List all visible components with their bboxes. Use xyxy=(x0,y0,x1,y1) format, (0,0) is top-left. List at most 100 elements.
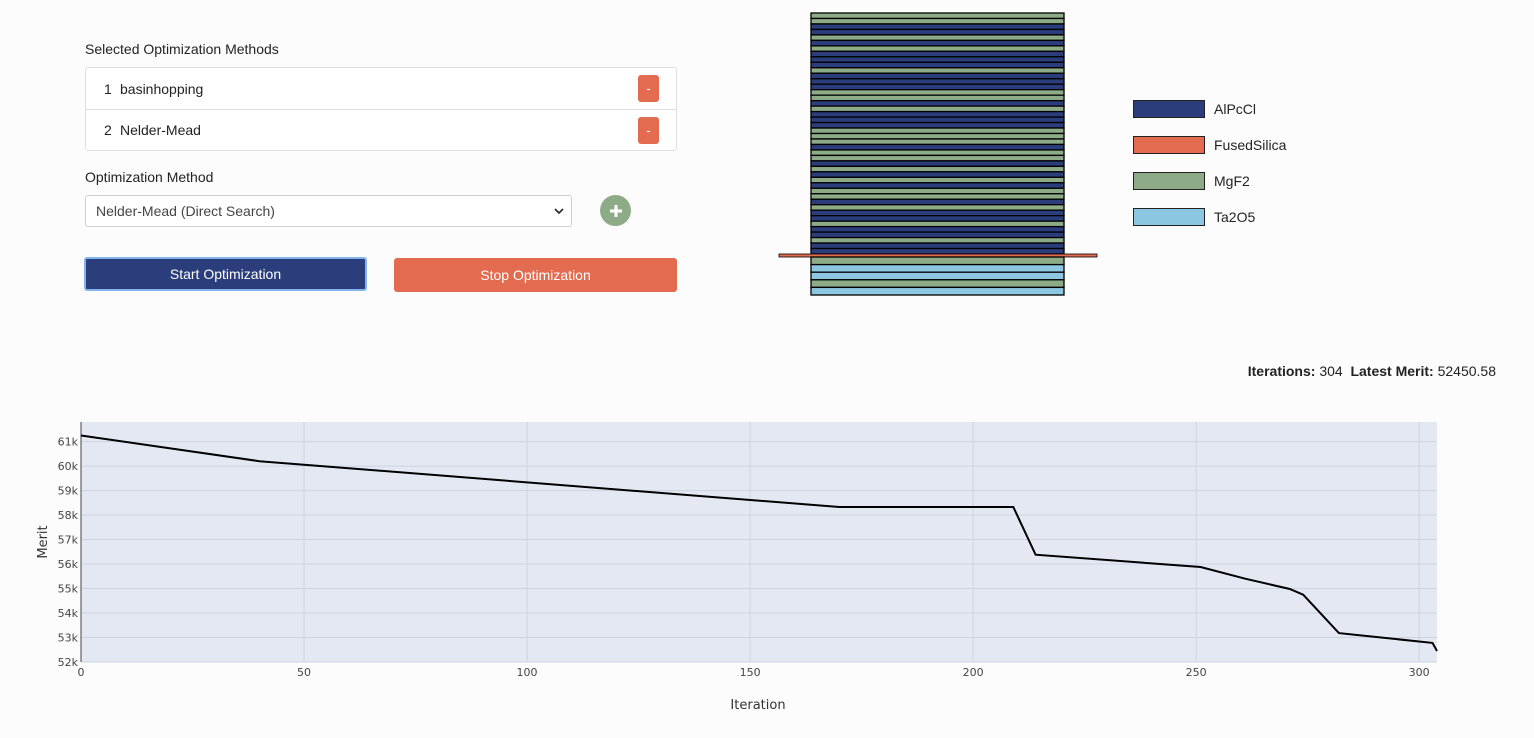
layer-band xyxy=(810,132,1065,140)
layer-band xyxy=(810,110,1065,118)
layer-band xyxy=(810,271,1065,281)
layer-band xyxy=(810,138,1065,146)
layer-band xyxy=(810,263,1065,273)
legend-item: Ta2O5 xyxy=(1133,199,1286,235)
legend-item: MgF2 xyxy=(1133,163,1286,199)
layer-band xyxy=(810,116,1065,124)
layer-band xyxy=(810,121,1065,129)
layer-band xyxy=(810,242,1065,250)
layer-band xyxy=(810,176,1065,184)
x-tick-label: 0 xyxy=(78,666,85,679)
method-index: 2 xyxy=(104,122,112,138)
layer-band xyxy=(810,209,1065,217)
legend-item: FusedSilica xyxy=(1133,127,1286,163)
layer-band xyxy=(810,56,1065,63)
y-tick-label: 60k xyxy=(58,460,79,473)
x-tick-label: 50 xyxy=(297,666,311,679)
list-item: 1 basinhopping - xyxy=(86,68,676,109)
layer-band xyxy=(810,28,1065,36)
layer-band xyxy=(810,256,1065,266)
legend-swatch xyxy=(1133,136,1205,154)
layer-band xyxy=(810,17,1065,25)
y-tick-label: 53k xyxy=(58,632,79,645)
layer-band xyxy=(810,23,1065,31)
chevron-down-icon xyxy=(554,208,564,215)
y-tick-label: 61k xyxy=(58,436,79,449)
merit-chart: 0 50 100 150 200 250 300 52k 53k 54k 55k 56k 57k 58k 5… xyxy=(36,422,1438,713)
layer-band xyxy=(810,165,1065,173)
method-name: Nelder-Mead xyxy=(120,122,201,138)
layer-band xyxy=(810,187,1065,195)
iterations-label: Iterations: xyxy=(1247,363,1316,379)
layer-band xyxy=(810,236,1065,244)
plot-area xyxy=(81,422,1437,662)
layer-band xyxy=(810,89,1065,96)
layer-band xyxy=(810,182,1065,189)
layer-band xyxy=(810,39,1065,47)
stop-optimization-button[interactable]: Stop Optimization xyxy=(394,258,677,292)
material-legend: AlPcCl FusedSilica MgF2 Ta2O5 xyxy=(1133,100,1286,235)
y-tick-label: 56k xyxy=(58,558,79,571)
layer-band xyxy=(810,215,1065,222)
y-tick-label: 58k xyxy=(58,509,79,522)
list-item: 2 Nelder-Mead - xyxy=(86,109,676,150)
legend-swatch xyxy=(1133,172,1205,190)
layer-band xyxy=(810,127,1065,135)
layer-band xyxy=(810,99,1065,107)
plus-icon xyxy=(609,204,622,217)
merit-label: Latest Merit: xyxy=(1350,363,1434,379)
legend-label: Ta2O5 xyxy=(1214,209,1256,225)
x-tick-label: 300 xyxy=(1409,666,1430,679)
method-index: 1 xyxy=(104,80,112,97)
layer-band xyxy=(810,154,1065,162)
layer-band xyxy=(810,45,1065,52)
optimization-status: Iterations: 304 Latest Merit: 52450.58 xyxy=(1248,363,1496,379)
remove-method-button[interactable]: - xyxy=(638,117,659,144)
y-tick-label: 59k xyxy=(58,485,79,498)
optimization-method-label: Optimization Method xyxy=(85,169,214,185)
start-optimization-button[interactable]: Start Optimization xyxy=(84,257,367,291)
y-axis-label: Merit xyxy=(36,525,51,558)
layer-band xyxy=(810,198,1065,206)
layer-band xyxy=(810,50,1065,58)
y-tick-label: 57k xyxy=(58,534,79,547)
layer-band xyxy=(810,204,1065,211)
layer-band xyxy=(810,193,1065,200)
legend-swatch xyxy=(1133,100,1205,118)
x-axis-label: Iteration xyxy=(730,698,785,713)
layer-band xyxy=(810,171,1065,178)
layer-band xyxy=(810,94,1065,102)
x-tick-label: 200 xyxy=(963,666,984,679)
layer-band xyxy=(810,247,1065,255)
layer-band xyxy=(810,105,1065,113)
selected-methods-list: 1 basinhopping - 2 Nelder-Mead - xyxy=(85,67,677,151)
selected-methods-title: Selected Optimization Methods xyxy=(85,41,279,57)
y-tick-label: 52k xyxy=(58,656,79,669)
merit-value: 52450.58 xyxy=(1437,363,1496,379)
method-name: basinhopping xyxy=(120,80,204,97)
layer-band xyxy=(810,149,1065,157)
layer-band xyxy=(810,67,1065,74)
layer-band xyxy=(810,231,1065,239)
layer-band xyxy=(810,225,1065,233)
layer-band xyxy=(810,83,1065,91)
layer-band xyxy=(810,12,1065,20)
merit-line xyxy=(80,434,1438,652)
legend-label: MgF2 xyxy=(1214,173,1250,189)
remove-method-button[interactable]: - xyxy=(638,75,659,102)
layer-band xyxy=(810,279,1065,289)
y-tick-label: 55k xyxy=(58,583,79,596)
layer-band xyxy=(810,78,1065,85)
optimization-method-select[interactable]: Nelder-Mead (Direct Search) xyxy=(85,195,572,227)
legend-item: AlPcCl xyxy=(1133,91,1286,127)
add-method-button[interactable] xyxy=(600,195,631,226)
layer-stack-diagram xyxy=(778,12,1098,296)
selected-method-value: Nelder-Mead (Direct Search) xyxy=(96,203,275,219)
layer-band xyxy=(810,286,1065,296)
layer-band xyxy=(810,61,1065,69)
x-tick-label: 150 xyxy=(740,666,761,679)
legend-swatch xyxy=(1133,208,1205,226)
layer-band xyxy=(810,143,1065,151)
layer-band xyxy=(810,160,1065,168)
layer-band xyxy=(810,72,1065,80)
